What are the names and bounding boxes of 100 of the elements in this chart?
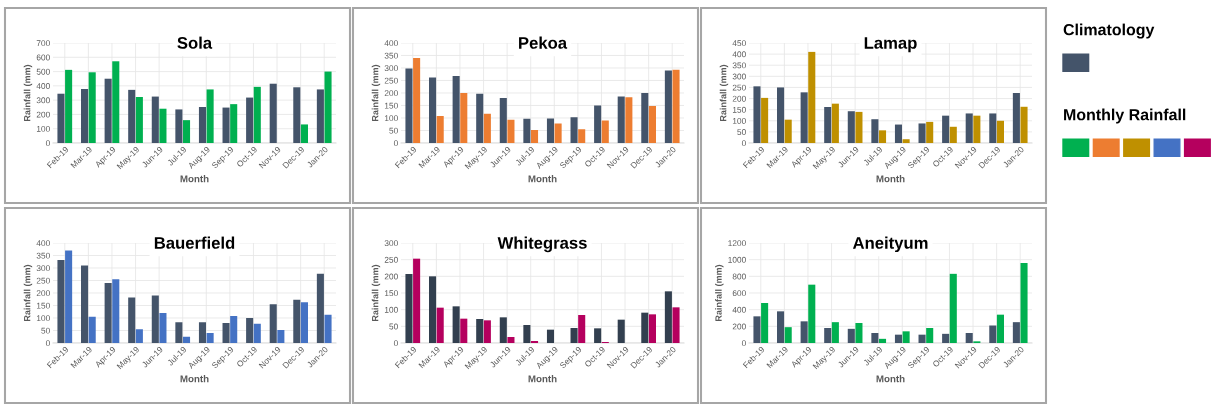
bar — [784, 327, 792, 343]
bar — [277, 330, 285, 343]
bar — [175, 322, 183, 343]
bar — [926, 121, 934, 143]
bar — [1012, 93, 1020, 143]
bar — [104, 78, 112, 143]
chart-title: Aneityum — [852, 236, 928, 253]
bar — [452, 76, 460, 143]
bar — [578, 129, 586, 143]
y-tick-label: 250 — [384, 77, 398, 84]
y-tick-label: 0 — [393, 340, 398, 347]
bar — [847, 328, 855, 343]
bar — [460, 93, 468, 143]
bar — [965, 113, 973, 143]
bar — [175, 109, 183, 143]
bar — [847, 111, 855, 143]
y-tick-label: 300 — [732, 73, 746, 80]
chart-title: Lamap — [864, 37, 917, 53]
bar — [777, 311, 785, 343]
y-tick-label: 0 — [45, 140, 50, 147]
chart-title: Bauerfield — [154, 236, 235, 249]
bar — [269, 83, 277, 143]
bar — [601, 120, 609, 143]
bar — [894, 334, 903, 343]
bar — [104, 283, 112, 343]
bar — [151, 96, 159, 143]
bar — [753, 316, 761, 343]
y-tick-label: 100 — [732, 117, 746, 124]
bar — [570, 117, 578, 143]
bar — [753, 86, 761, 143]
bar — [554, 123, 562, 143]
bar — [973, 115, 981, 143]
bar — [672, 69, 680, 143]
bar — [436, 116, 444, 143]
bar — [507, 119, 515, 143]
y-tick-label: 100 — [384, 115, 398, 122]
y-tick-label: 200 — [732, 95, 746, 102]
bar — [151, 295, 159, 343]
y-tick-label: 200 — [36, 111, 50, 118]
bar — [230, 104, 238, 143]
y-tick-label: 400 — [384, 40, 398, 47]
y-tick-label: 700 — [36, 40, 50, 47]
bar — [784, 119, 792, 143]
chart-title: Whitegrass — [497, 236, 587, 253]
bar — [135, 97, 143, 143]
y-tick-label: 300 — [384, 240, 398, 247]
bar — [246, 318, 254, 343]
bar — [871, 333, 879, 343]
y-tick-label: 350 — [36, 252, 50, 259]
bar — [57, 93, 65, 143]
bar — [949, 126, 957, 143]
y-tick-label: 300 — [36, 97, 50, 104]
bar — [222, 323, 230, 343]
bar — [942, 115, 950, 143]
bar — [65, 250, 73, 343]
y-tick-label: 1200 — [728, 240, 746, 247]
bar — [499, 98, 507, 143]
y-tick-label: 400 — [36, 83, 50, 89]
bar — [855, 111, 863, 143]
bar — [878, 130, 887, 143]
bar — [405, 274, 413, 343]
bar — [617, 96, 625, 143]
y-tick-label: 800 — [732, 273, 746, 280]
x-axis-title: Month — [180, 175, 209, 183]
bar — [578, 315, 586, 343]
bar — [949, 273, 957, 343]
bar — [808, 284, 816, 343]
bar — [65, 69, 73, 143]
bar — [672, 307, 680, 343]
y-tick-label: 100 — [36, 315, 50, 322]
bar — [831, 322, 839, 343]
chart-title: Pekoa — [519, 36, 568, 49]
bar — [293, 299, 301, 343]
bar — [1020, 106, 1028, 143]
bar — [1012, 322, 1020, 343]
chart-title: Sola — [177, 36, 213, 49]
bar — [996, 120, 1004, 143]
y-tick-label: 150 — [384, 290, 398, 297]
bar — [476, 319, 484, 343]
bar — [206, 333, 214, 343]
bar — [902, 331, 910, 343]
bar — [300, 302, 308, 343]
x-axis-title: Month — [180, 375, 209, 383]
y-axis-title: Rainfall (mm) — [23, 64, 33, 121]
bar — [253, 323, 261, 343]
bar — [182, 336, 191, 343]
bar — [324, 314, 332, 343]
y-tick-label: 200 — [384, 273, 398, 280]
y-tick-label: 300 — [384, 65, 398, 72]
bar — [507, 337, 515, 343]
bar — [918, 334, 926, 343]
bar — [800, 92, 808, 143]
x-axis-title: Month — [876, 375, 905, 383]
y-tick-label: 50 — [389, 127, 398, 134]
y-tick-label: 300 — [36, 265, 50, 272]
bar — [476, 93, 484, 143]
bar — [617, 319, 625, 343]
bar — [112, 61, 120, 143]
bar — [429, 276, 437, 343]
bar — [965, 333, 973, 343]
